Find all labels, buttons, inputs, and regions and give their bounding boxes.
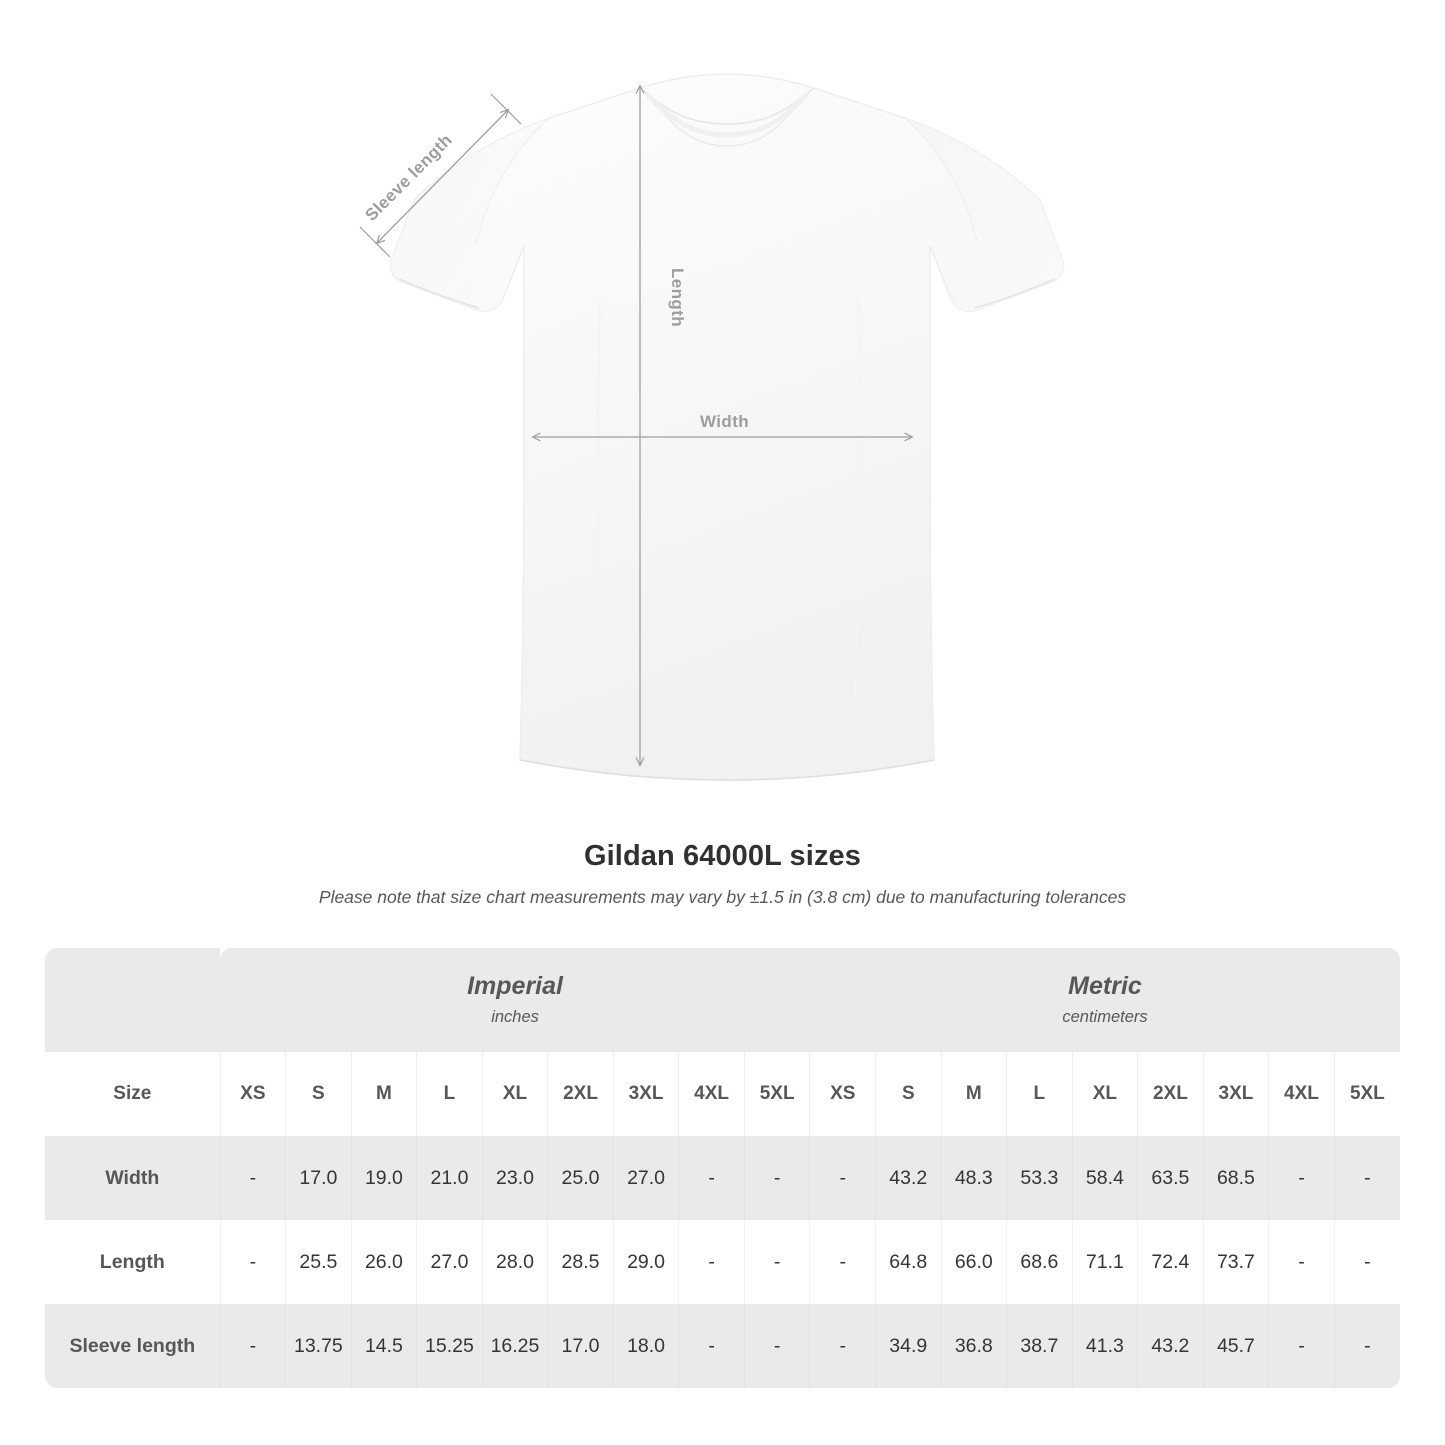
tshirt-illustration [389,73,1065,781]
size-header-imperial-l: L [416,1052,483,1136]
cell-width-imperial-3xl: 27.0 [612,1136,679,1220]
unit-band-row: Imperial inches Metric centimeters [45,948,1400,1052]
cell-length-metric-m: 66.0 [940,1220,1007,1304]
cell-sleeve-imperial-2xl: 17.0 [547,1304,614,1388]
cell-sleeve-metric-m: 36.8 [940,1304,1007,1388]
cell-width-imperial-4xl: - [678,1136,745,1220]
size-header-metric-2xl: 2XL [1137,1052,1204,1136]
cell-sleeve-metric-l: 38.7 [1006,1304,1073,1388]
size-table: Imperial inches Metric centimeters Size … [45,948,1400,1388]
cell-length-metric-l: 68.6 [1006,1220,1073,1304]
size-header-imperial-3xl: 3XL [612,1052,679,1136]
cell-sleeve-metric-3xl: 45.7 [1202,1304,1269,1388]
unit-imperial-name: Imperial [467,971,563,1000]
cell-width-metric-s: 43.2 [875,1136,942,1220]
cell-length-metric-xs: - [809,1220,876,1304]
cell-width-metric-m: 48.3 [940,1136,1007,1220]
cell-width-metric-2xl: 63.5 [1137,1136,1204,1220]
cell-sleeve-metric-2xl: 43.2 [1137,1304,1204,1388]
size-header-metric-xs: XS [809,1052,876,1136]
row-label-sleeve-length: Sleeve length [45,1304,221,1388]
size-header-metric-3xl: 3XL [1202,1052,1269,1136]
unit-metric: Metric centimeters [809,948,1400,1052]
cell-sleeve-imperial-4xl: - [678,1304,745,1388]
page-title: Gildan 64000L sizes [583,840,862,872]
table-row: Width - 17.0 19.0 21.0 23.0 25.0 27.0 - … [45,1136,1400,1220]
cell-width-metric-l: 53.3 [1006,1136,1073,1220]
cell-length-metric-xl: 71.1 [1071,1220,1138,1304]
tolerance-note: Please note that size chart measurements… [318,887,1127,907]
row-label-width: Width [45,1136,221,1220]
size-header-imperial-5xl: 5XL [743,1052,810,1136]
cell-width-imperial-s: 17.0 [285,1136,352,1220]
cell-length-imperial-5xl: - [743,1220,810,1304]
size-header-imperial-s: S [285,1052,352,1136]
cell-width-metric-3xl: 68.5 [1202,1136,1269,1220]
size-header-metric-4xl: 4XL [1268,1052,1335,1136]
sleeve-length-dimension [359,93,522,258]
unit-metric-sub: centimeters [1062,1008,1148,1027]
cell-sleeve-metric-xl: 41.3 [1071,1304,1138,1388]
size-header-metric-m: M [940,1052,1007,1136]
size-header-imperial-m: M [350,1052,417,1136]
cell-width-imperial-l: 21.0 [416,1136,483,1220]
cell-sleeve-metric-4xl: - [1268,1304,1335,1388]
cell-width-imperial-2xl: 25.0 [547,1136,614,1220]
cell-length-imperial-s: 25.5 [285,1220,352,1304]
size-header-metric-xl: XL [1071,1052,1138,1136]
unit-band-spacer [45,948,221,1052]
cell-length-imperial-m: 26.0 [350,1220,417,1304]
size-header-imperial-xs: XS [219,1052,286,1136]
size-header-imperial-2xl: 2XL [547,1052,614,1136]
cell-width-metric-5xl: - [1333,1136,1400,1220]
table-row: Length - 25.5 26.0 27.0 28.0 28.5 29.0 -… [45,1220,1400,1304]
cell-length-metric-4xl: - [1268,1220,1335,1304]
cell-width-imperial-xs: - [219,1136,286,1220]
cell-width-imperial-xl: 23.0 [481,1136,548,1220]
size-header-imperial-xl: XL [481,1052,548,1136]
cell-sleeve-imperial-l: 15.25 [416,1304,483,1388]
cell-width-metric-xl: 58.4 [1071,1136,1138,1220]
size-table-wrapper: Imperial inches Metric centimeters Size … [45,948,1400,1388]
tshirt-diagram: Sleeve length Length Width [359,73,1065,781]
size-header-row: Size XS S M L XL 2XL 3XL 4XL 5XL XS S M … [45,1052,1400,1136]
cell-length-imperial-l: 27.0 [416,1220,483,1304]
cell-length-imperial-3xl: 29.0 [612,1220,679,1304]
cell-sleeve-imperial-s: 13.75 [285,1304,352,1388]
cell-sleeve-imperial-m: 14.5 [350,1304,417,1388]
cell-sleeve-imperial-xl: 16.25 [481,1304,548,1388]
cell-length-imperial-xs: - [219,1220,286,1304]
cell-width-imperial-5xl: - [743,1136,810,1220]
cell-width-imperial-m: 19.0 [350,1136,417,1220]
cell-sleeve-imperial-3xl: 18.0 [612,1304,679,1388]
row-label-length: Length [45,1220,221,1304]
size-header-metric-l: L [1006,1052,1073,1136]
cell-sleeve-imperial-5xl: - [743,1304,810,1388]
size-header-metric-5xl: 5XL [1333,1052,1400,1136]
cell-length-metric-2xl: 72.4 [1137,1220,1204,1304]
size-header-metric-s: S [875,1052,942,1136]
unit-metric-name: Metric [1068,971,1142,1000]
cell-sleeve-imperial-xs: - [219,1304,286,1388]
cell-width-metric-4xl: - [1268,1136,1335,1220]
column-header-size: Size [45,1052,221,1136]
width-label: Width [700,412,749,431]
cell-length-imperial-4xl: - [678,1220,745,1304]
cell-sleeve-metric-s: 34.9 [875,1304,942,1388]
cell-sleeve-metric-xs: - [809,1304,876,1388]
length-label: Length [668,268,687,327]
unit-imperial-sub: inches [491,1008,539,1027]
cell-length-imperial-xl: 28.0 [481,1220,548,1304]
unit-imperial: Imperial inches [220,948,810,1052]
size-header-imperial-4xl: 4XL [678,1052,745,1136]
table-row: Sleeve length - 13.75 14.5 15.25 16.25 1… [45,1304,1400,1388]
chart-caption: Gildan 64000L sizes Please note that siz… [0,840,1445,908]
cell-length-metric-3xl: 73.7 [1202,1220,1269,1304]
cell-length-imperial-2xl: 28.5 [547,1220,614,1304]
cell-length-metric-s: 64.8 [875,1220,942,1304]
cell-width-metric-xs: - [809,1136,876,1220]
cell-length-metric-5xl: - [1333,1220,1400,1304]
cell-sleeve-metric-5xl: - [1333,1304,1400,1388]
